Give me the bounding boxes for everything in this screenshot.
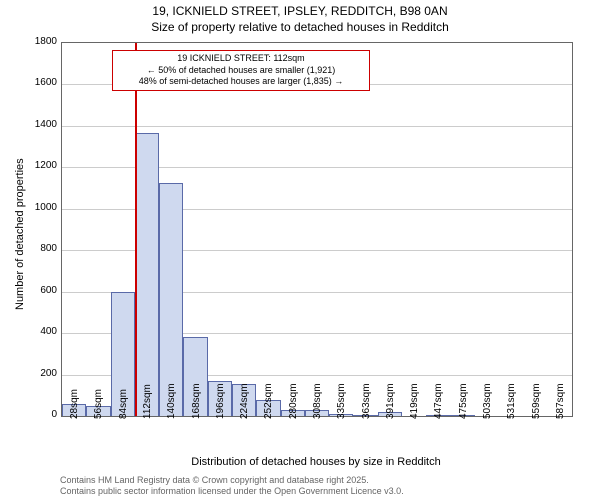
y-tick-label: 1000 bbox=[35, 202, 57, 213]
y-tick-label: 200 bbox=[40, 368, 57, 379]
annotation-box: 19 ICKNIELD STREET: 112sqm← 50% of detac… bbox=[112, 50, 370, 91]
chart-container: 19, ICKNIELD STREET, IPSLEY, REDDITCH, B… bbox=[0, 0, 600, 500]
y-tick-label: 600 bbox=[40, 285, 57, 296]
x-tick-label: 28sqm bbox=[69, 389, 80, 419]
x-tick-label: 391sqm bbox=[385, 383, 396, 419]
annotation-line-3: 48% of semi-detached houses are larger (… bbox=[117, 76, 365, 88]
x-tick-label: 559sqm bbox=[531, 383, 542, 419]
histogram-bar bbox=[135, 133, 159, 416]
y-tick-label: 400 bbox=[40, 326, 57, 337]
x-tick-label: 363sqm bbox=[361, 383, 372, 419]
x-tick-label: 196sqm bbox=[215, 383, 226, 419]
y-tick-label: 1200 bbox=[35, 160, 57, 171]
footnote-line-2: Contains public sector information licen… bbox=[60, 486, 404, 496]
plot-area: 19 ICKNIELD STREET: 112sqm← 50% of detac… bbox=[61, 42, 573, 417]
histogram-bar bbox=[159, 183, 183, 416]
y-tick-label: 1400 bbox=[35, 119, 57, 130]
x-tick-label: 280sqm bbox=[288, 383, 299, 419]
title-line-2: Size of property relative to detached ho… bbox=[0, 20, 600, 34]
x-tick-label: 252sqm bbox=[263, 383, 274, 419]
y-gridline bbox=[62, 126, 572, 127]
x-tick-label: 168sqm bbox=[191, 383, 202, 419]
y-tick-label: 1600 bbox=[35, 77, 57, 88]
x-tick-label: 447sqm bbox=[433, 383, 444, 419]
x-tick-label: 335sqm bbox=[336, 383, 347, 419]
y-axis-label: Number of detached properties bbox=[14, 158, 26, 310]
y-tick-label: 1800 bbox=[35, 36, 57, 47]
x-tick-label: 503sqm bbox=[482, 383, 493, 419]
x-tick-label: 308sqm bbox=[312, 383, 323, 419]
x-tick-label: 587sqm bbox=[555, 383, 566, 419]
x-tick-label: 531sqm bbox=[506, 383, 517, 419]
x-tick-label: 140sqm bbox=[166, 383, 177, 419]
x-tick-label: 112sqm bbox=[142, 384, 153, 419]
x-tick-label: 84sqm bbox=[118, 389, 129, 419]
footnote-line-1: Contains HM Land Registry data © Crown c… bbox=[60, 475, 369, 485]
y-tick-label: 800 bbox=[40, 243, 57, 254]
annotation-line-2: ← 50% of detached houses are smaller (1,… bbox=[117, 65, 365, 77]
marker-line bbox=[135, 43, 137, 416]
x-tick-label: 419sqm bbox=[409, 383, 420, 419]
x-tick-label: 224sqm bbox=[239, 383, 250, 419]
annotation-line-1: 19 ICKNIELD STREET: 112sqm bbox=[117, 53, 365, 65]
x-tick-label: 56sqm bbox=[93, 389, 104, 419]
title-line-1: 19, ICKNIELD STREET, IPSLEY, REDDITCH, B… bbox=[0, 4, 600, 18]
x-axis-label: Distribution of detached houses by size … bbox=[61, 456, 571, 468]
x-tick-label: 475sqm bbox=[458, 383, 469, 419]
y-tick-label: 0 bbox=[51, 409, 57, 420]
